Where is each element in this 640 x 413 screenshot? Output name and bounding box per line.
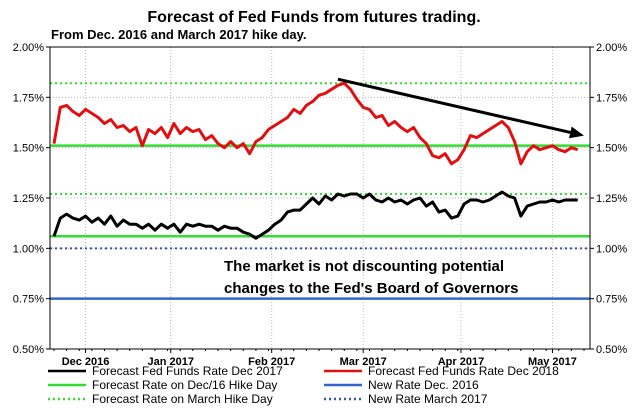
legend-item: New Rate Dec. 2016	[324, 378, 479, 392]
plot-area: 0.50% 0.75% 1.00% 1.25% 1.50% 1.75% 2.00% 0.50…	[13, 42, 628, 368]
annotation-arrow	[337, 77, 584, 139]
x-axis: Dec 2016 Jan 2017 Feb 2017 Mar 2017 Apr 2017…	[53, 349, 585, 368]
arrow-shaft	[337, 77, 571, 134]
y-tick-label: 0.50%	[13, 344, 44, 356]
x-tick-label: Dec 2016	[62, 356, 110, 368]
y-tick-label-right: 0.50%	[596, 344, 627, 356]
chart-title: Forecast of Fed Funds from futures tradi…	[147, 9, 480, 26]
legend-item: Forecast Fed Funds Rate Dec 2018	[324, 364, 559, 378]
y-tick-label-right: 1.00%	[596, 243, 627, 255]
annotation-text: The market is not discounting potential …	[224, 258, 518, 297]
y-tick-label-right: 0.75%	[596, 294, 627, 306]
y-tick-label: 1.25%	[13, 193, 44, 205]
x-tick-label: Feb 2017	[248, 356, 295, 368]
y-tick-label-right: 2.00%	[596, 42, 627, 54]
x-tick-label: Jan 2017	[147, 356, 193, 368]
series-line-dec-2018	[52, 81, 579, 166]
legend-label: Forecast Rate on March Hike Day	[92, 392, 273, 406]
legend-label: New Rate Dec. 2016	[368, 378, 479, 392]
legend-item: Forecast Rate on March Hike Day	[48, 392, 273, 406]
legend-label: Forecast Rate on Dec/16 Hike Day	[92, 378, 277, 392]
legend-label: Forecast Fed Funds Rate Dec 2018	[368, 364, 559, 378]
legend: Forecast Fed Funds Rate Dec 2017 Forecast…	[48, 364, 559, 406]
x-tick-label: May 2017	[528, 356, 577, 368]
annotation-line-1: The market is not discounting potential	[224, 258, 504, 275]
annotation-line-2: changes to the Fed's Board of Governors	[224, 280, 518, 297]
legend-label: New Rate March 2017	[368, 392, 488, 406]
y-axis-left: 0.50% 0.75% 1.00% 1.25% 1.50% 1.75% 2.00%	[13, 42, 50, 356]
legend-item: New Rate March 2017	[324, 392, 488, 406]
y-tick-label: 1.00%	[13, 243, 44, 255]
legend-item: Forecast Rate on Dec/16 Hike Day	[48, 378, 277, 392]
chart-subtitle: From Dec. 2016 and March 2017 hike day.	[51, 27, 307, 42]
arrow-head	[569, 126, 584, 139]
y-axis-right: 0.50% 0.75% 1.00% 1.25% 1.50% 1.75% 2.00%	[590, 42, 627, 356]
y-tick-label-right: 1.25%	[596, 193, 627, 205]
series-lines	[52, 81, 579, 240]
y-tick-label-right: 1.50%	[596, 143, 627, 155]
series-line-dec-2017	[52, 190, 578, 240]
y-tick-label: 1.50%	[13, 143, 44, 155]
y-tick-label: 1.75%	[13, 92, 44, 104]
legend-label: Forecast Fed Funds Rate Dec 2017	[92, 364, 283, 378]
reference-lines	[50, 82, 590, 300]
legend-item: Forecast Fed Funds Rate Dec 2017	[48, 364, 283, 378]
y-tick-label: 2.00%	[13, 42, 44, 54]
x-tick-label: Apr 2017	[438, 356, 484, 368]
y-tick-label-right: 1.75%	[596, 92, 627, 104]
y-tick-label: 0.75%	[13, 294, 44, 306]
x-tick-label: Mar 2017	[340, 356, 387, 368]
